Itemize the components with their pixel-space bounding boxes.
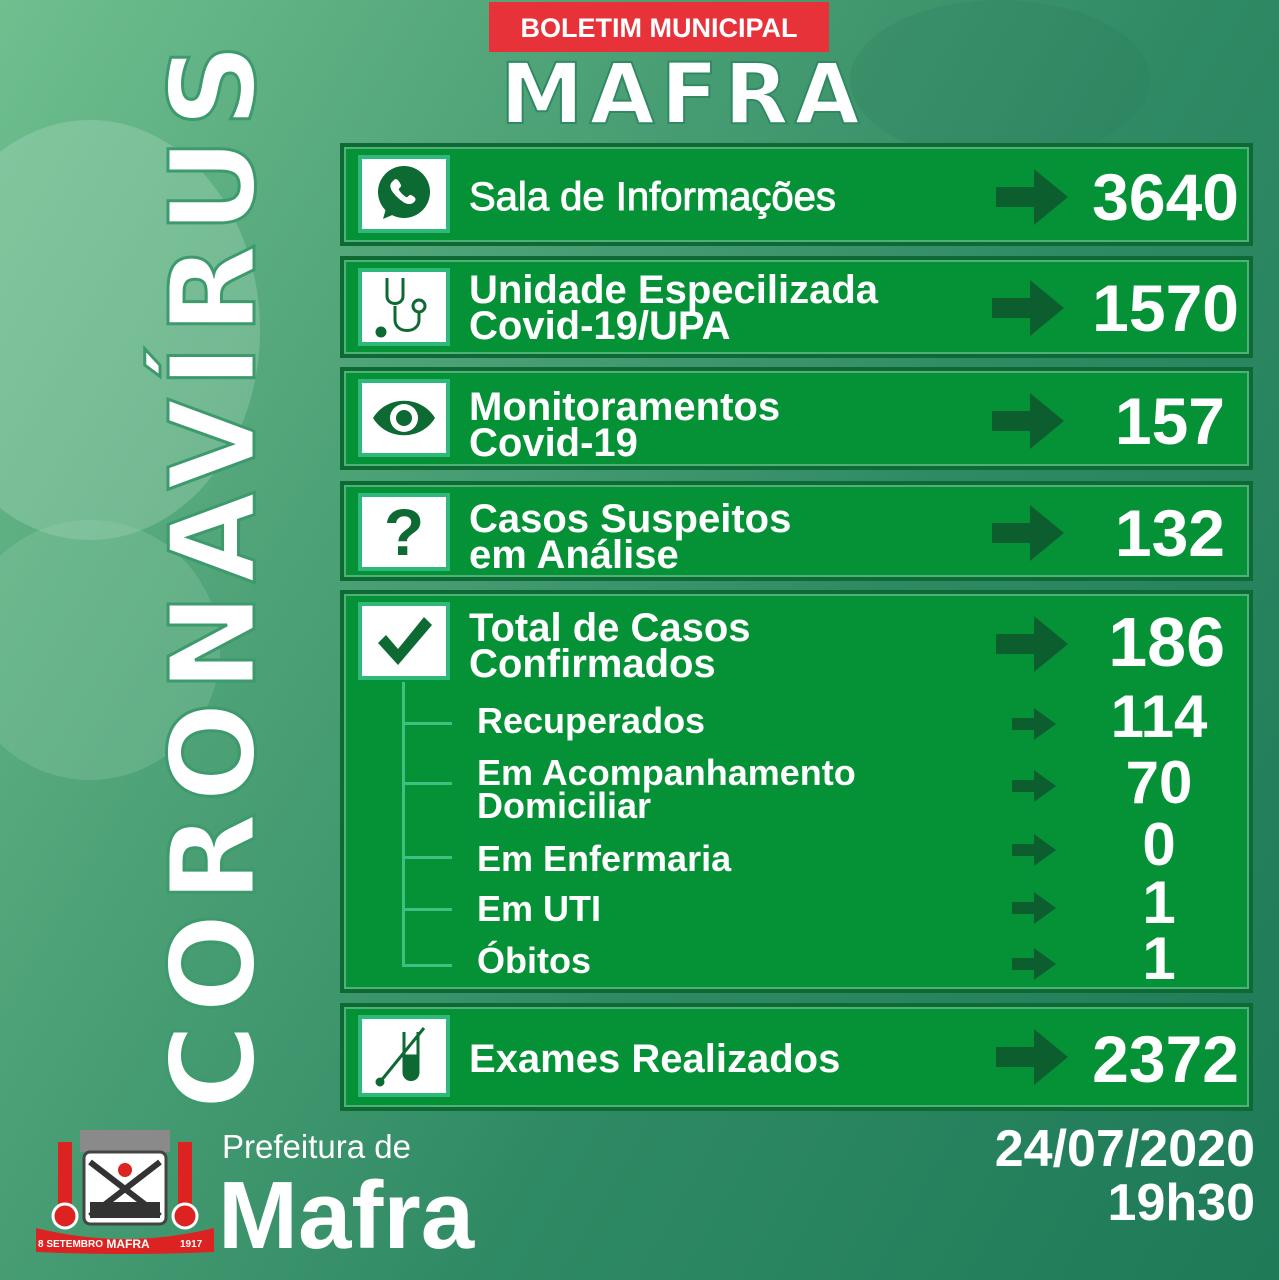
arrow-right-icon [1012,708,1056,740]
coat-of-arms-date-text: 8 SETEMBRO [38,1239,103,1250]
stat-row-information-room: Sala de Informações 3640 [340,143,1253,246]
row-label: Exames Realizados [469,1037,841,1081]
bulletin-time: 19h30 [1107,1174,1255,1232]
whatsapp-icon [358,155,450,233]
breakdown-label: Óbitos [477,940,591,981]
tree-branch [402,856,452,859]
arrow-right-icon [1012,892,1056,924]
arrow-right-icon [1012,770,1056,802]
arrow-right-icon [992,505,1064,561]
row-label-line2: em Análise [469,533,679,577]
checkmark-icon [358,602,450,680]
row-label: Sala de Informações [469,175,837,219]
tree-branch [402,908,452,911]
arrow-right-icon [1012,948,1056,980]
tree-branch [402,782,452,785]
stat-row-confirmed: Total de Casos Confirmados 186 Recuperad… [340,590,1253,993]
row-label: Unidade Especilizada [469,268,879,312]
breakdown-label: Recuperados [477,700,706,741]
city-title: MAFRA [499,45,866,143]
arrow-right-icon [1012,834,1056,866]
question-icon: ? [358,493,450,571]
prefeitura-label: Prefeitura de [222,1128,411,1165]
breakdown-label: Em Enfermaria [477,838,732,879]
tree-branch [402,964,452,967]
prefeitura-city: Mafra [218,1162,475,1269]
bulletin-date: 24/07/2020 [994,1120,1255,1178]
stethoscope-icon [358,268,450,346]
breakdown-value: 70 [1125,749,1193,816]
stat-row-monitoring: Monitoramentos Covid-19 157 [340,367,1253,470]
row-label-line2: Confirmados [469,642,716,686]
background-virus [850,0,1150,160]
row-label-line2: Covid-19 [469,421,638,465]
row-value: 186 [1108,603,1225,681]
breakdown-value: 0 [1142,811,1176,878]
bulletin-banner: BOLETIM MUNICIPAL [489,2,829,52]
breakdown-value: 1 [1142,869,1176,936]
breakdown-value: 1 [1142,925,1176,992]
eye-icon [358,379,450,457]
row-value: 1570 [1092,271,1239,345]
arrow-right-icon [996,169,1068,225]
row-value: 2372 [1092,1022,1239,1096]
row-label: Total de Casos [469,606,751,650]
breakdown-value: 114 [1110,683,1208,750]
bulletin-datetime: 24/07/2020 19h30 [995,1122,1255,1230]
row-value: 132 [1114,496,1225,570]
background-virus [0,520,220,780]
row-value: 157 [1114,384,1225,458]
row-label-line2: Covid-19/UPA [469,304,731,348]
breakdown-label: Em Acompanhamento [477,752,856,793]
arrow-right-icon [992,280,1064,336]
breakdown-label: Em UTI [477,888,602,929]
arrow-right-icon [992,393,1064,449]
row-value: 3640 [1092,160,1239,234]
stat-row-suspected: ? Casos Suspeitos em Análise 132 [340,481,1253,581]
arrow-right-icon [996,616,1068,672]
tree-branch [402,722,452,725]
breakdown-label-line2: Domiciliar [477,785,652,826]
row-label: Monitoramentos [469,385,781,429]
stat-row-exams: Exames Realizados 2372 [340,1003,1253,1111]
vertical-title: CORONAVÍRUS [143,31,284,1111]
coat-of-arms-city-text: MAFRA [106,1237,150,1251]
tree-line [402,682,405,966]
row-label: Casos Suspeitos [469,497,792,541]
coat-of-arms-year-text: 1917 [180,1239,203,1250]
stat-row-upa: Unidade Especilizada Covid-19/UPA 1570 [340,256,1253,358]
coat-of-arms-logo: 8 SETEMBRO MAFRA 1917 [36,1130,214,1254]
test-tube-icon [358,1015,450,1097]
arrow-right-icon [996,1029,1068,1085]
background-face [0,120,260,540]
